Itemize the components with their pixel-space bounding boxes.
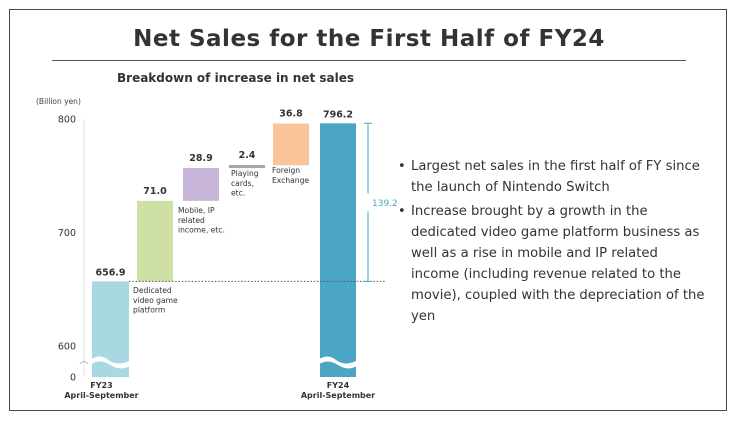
category-label-line: platform (133, 306, 165, 315)
slide-frame (9, 9, 727, 411)
bullet-item: • Increase brought by a growth in the de… (398, 201, 708, 327)
bullet-dot-icon: • (398, 204, 406, 219)
bullet-list: • Largest net sales in the first half of… (398, 156, 708, 330)
category-label: Foreign Exchange (272, 166, 309, 185)
category-label: Dedicated video game platform (133, 286, 178, 315)
bar-increment (137, 200, 173, 282)
category-label-line: Playing (231, 169, 259, 178)
bullet-item: • Largest net sales in the first half of… (398, 156, 708, 198)
axis-break-wave (90, 356, 131, 369)
category-label-line: Foreign (272, 166, 300, 175)
bullet-text: Largest net sales in the first half of F… (411, 159, 700, 195)
category-label-line: video game (133, 296, 178, 305)
bar-increment (183, 168, 219, 201)
x-label-fy23-line: FY23 (90, 381, 112, 390)
value-label-increment: 2.4 (239, 150, 256, 161)
category-label: Playing cards, etc. (231, 169, 259, 198)
value-label-increment: 71.0 (143, 186, 167, 197)
bullet-dot-icon: • (398, 159, 406, 174)
y-unit-label: (Billion yen) (36, 97, 81, 106)
value-label-increment: 36.8 (279, 109, 303, 120)
category-label-line: Exchange (272, 176, 309, 185)
category-label-line: cards, (231, 179, 254, 188)
bar-increment (229, 165, 265, 169)
category-label-line: Mobile, IP (178, 206, 215, 215)
x-label-fy23-line: April-September (64, 391, 138, 400)
category-label-line: related (178, 216, 205, 225)
bar-increment (273, 123, 309, 166)
x-label-fy24-line: April-September (301, 391, 375, 400)
category-label-line: income, etc. (178, 226, 225, 235)
y-tick-label: 700 (58, 228, 76, 239)
axis-break-mark (79, 361, 89, 365)
category-label-line: etc. (231, 189, 245, 198)
x-label-fy24: FY24 April-September (301, 381, 375, 400)
value-label-fy24: 796.2 (323, 109, 353, 120)
category-label-line: Dedicated (133, 286, 172, 295)
x-label-fy23: FY23 April-September (64, 381, 138, 400)
difference-label: 139.2 (372, 199, 398, 209)
bullet-text: Increase brought by a growth in the dedi… (411, 204, 705, 324)
chart-subtitle: Breakdown of increase in net sales (117, 71, 355, 85)
axis-break-wave (318, 356, 358, 369)
x-label-fy24-line: FY24 (327, 381, 350, 390)
y-tick-label: 600 (58, 342, 76, 353)
slide-title: Net Sales for the First Half of FY24 (133, 26, 605, 52)
y-tick-label: 0 (70, 373, 76, 384)
value-label-fy23: 656.9 (95, 267, 125, 278)
y-tick-label: 800 (58, 115, 76, 126)
category-label: Mobile, IP related income, etc. (178, 206, 225, 235)
title-divider (52, 60, 686, 61)
value-label-increment: 28.9 (189, 153, 212, 164)
bar-fy24 (320, 123, 356, 377)
difference-label-bg (366, 193, 390, 212)
